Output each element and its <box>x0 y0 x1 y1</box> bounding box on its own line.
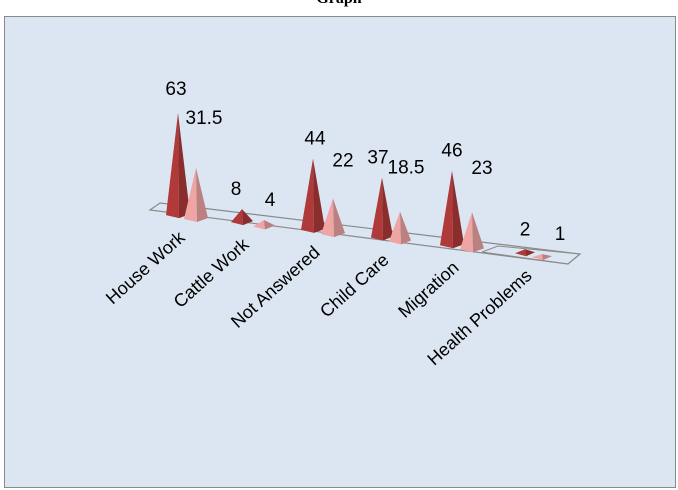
cone-series1-4-left-face <box>440 170 453 249</box>
chart-title: Graph <box>0 0 678 8</box>
cone-series2-1-left-face <box>253 220 265 230</box>
cone-series1-5-right-face <box>525 249 535 257</box>
data-label-series2-0: 31.5 <box>186 108 223 129</box>
cone-series2-2-right-face <box>333 198 345 238</box>
cone-series1-3-left-face <box>371 177 383 241</box>
cone-series1-5-left-face <box>515 249 526 257</box>
cone-series2-3-left-face <box>389 211 401 245</box>
cone-series2-5-right-face <box>542 254 552 261</box>
cone-series1-2-right-face <box>313 158 325 233</box>
data-label-series1-0: 63 <box>165 79 186 100</box>
data-label-series2-4: 23 <box>471 158 492 179</box>
cone-series2-4-left-face <box>460 212 473 253</box>
cone-series1-0-left-face <box>166 113 179 219</box>
chart-floor-inner <box>481 245 582 265</box>
chart-floor <box>148 202 582 265</box>
data-label-series2-1: 4 <box>265 190 276 211</box>
data-label-series1-3: 37 <box>367 148 388 169</box>
cone-series1-1-right-face <box>242 209 253 226</box>
data-label-series1-1: 8 <box>231 179 242 200</box>
category-label-4: Migration <box>394 257 462 321</box>
cone-series2-5-left-face <box>532 254 543 261</box>
cone-series2-2-left-face <box>321 198 334 238</box>
data-label-series2-3: 18.5 <box>388 158 425 179</box>
cone-series1-3-right-face <box>382 177 393 241</box>
data-label-series1-4: 46 <box>441 141 462 162</box>
data-label-series2-2: 22 <box>332 150 353 171</box>
data-label-series2-5: 1 <box>555 224 566 245</box>
cone-series2-3-right-face <box>400 211 411 245</box>
cone-series1-0-right-face <box>178 113 190 219</box>
cone-series2-4-right-face <box>472 212 484 253</box>
cone-series2-0-right-face <box>196 168 208 223</box>
cone-series1-4-right-face <box>452 170 464 249</box>
data-label-series1-5: 2 <box>520 219 531 240</box>
cone-series2-0-left-face <box>184 168 197 223</box>
cone-series1-1-left-face <box>231 209 243 226</box>
cone-series2-1-right-face <box>264 220 275 230</box>
category-label-3: Child Care <box>316 250 393 322</box>
cone-series1-2-left-face <box>301 158 314 233</box>
data-label-series1-2: 44 <box>304 129 326 150</box>
